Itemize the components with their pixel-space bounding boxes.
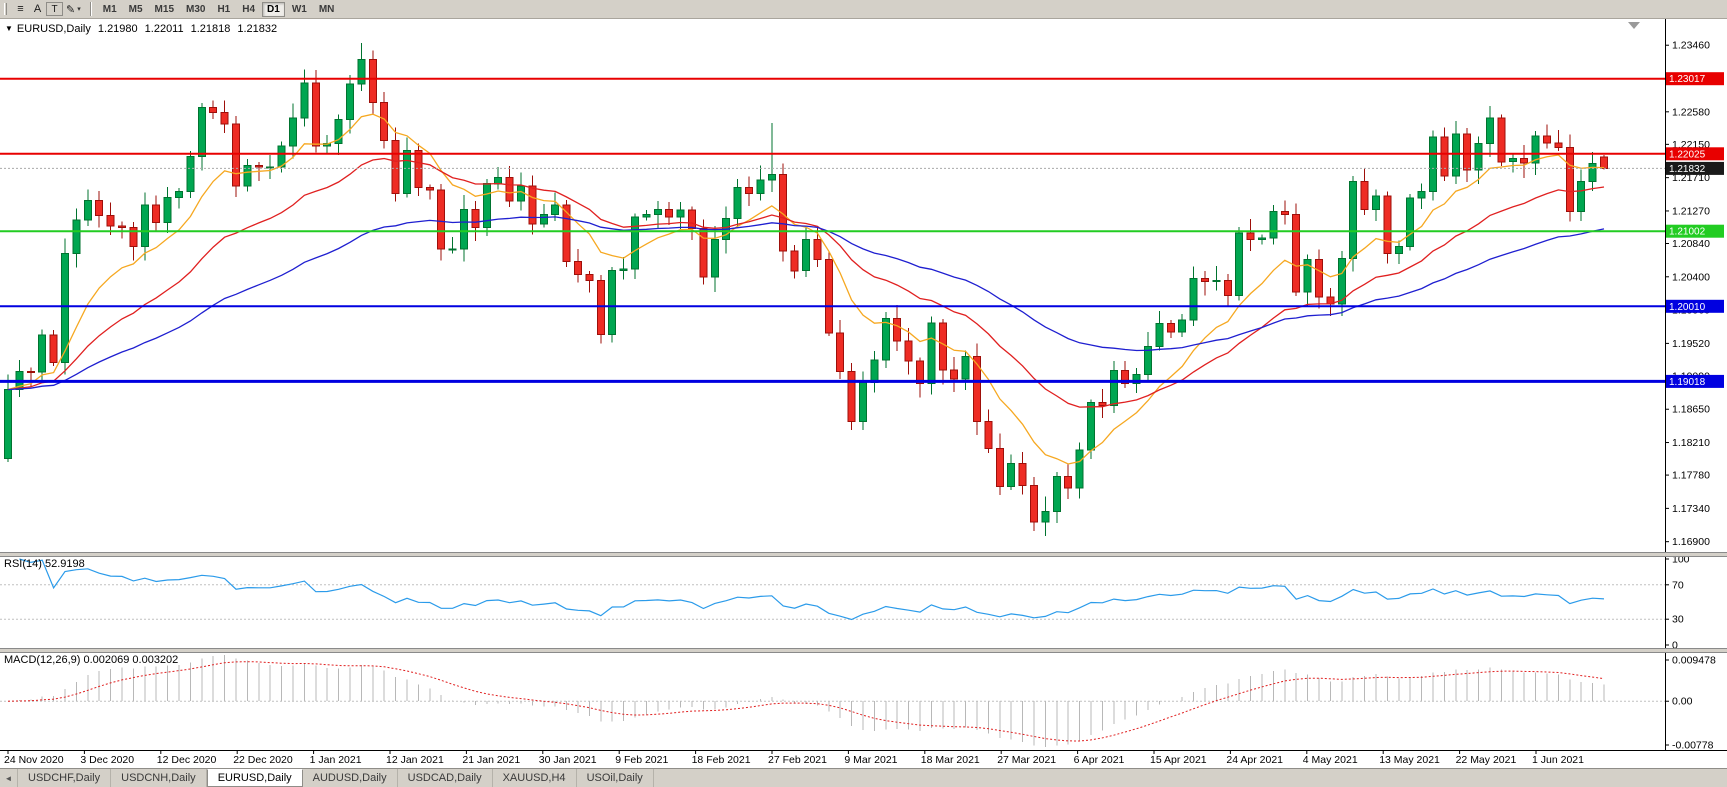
text-a-tool-button[interactable]: A (33, 3, 42, 15)
timeframe-button-m15[interactable]: M15 (154, 3, 174, 15)
chart-tab-usdcad[interactable]: USDCAD,Daily (398, 769, 493, 787)
price-badge-1.21002: 1.21002 (1666, 224, 1724, 238)
svg-text:24 Apr 2021: 24 Apr 2021 (1226, 754, 1283, 766)
toolbar-grip[interactable] (4, 3, 7, 15)
svg-text:1.20010: 1.20010 (1669, 302, 1706, 313)
timeframe-button-m1[interactable]: M1 (102, 3, 117, 15)
svg-text:18 Feb 2021: 18 Feb 2021 (692, 754, 751, 766)
timeframe-button-w1[interactable]: W1 (291, 3, 307, 15)
svg-text:1.17340: 1.17340 (1672, 503, 1710, 515)
svg-text:1.18650: 1.18650 (1672, 404, 1710, 416)
svg-text:1.23460: 1.23460 (1672, 40, 1710, 52)
svg-text:1 Jan 2021: 1 Jan 2021 (310, 754, 362, 766)
svg-text:9 Feb 2021: 9 Feb 2021 (615, 754, 668, 766)
svg-text:1.16900: 1.16900 (1672, 536, 1710, 548)
svg-text:1.20400: 1.20400 (1672, 271, 1710, 283)
svg-text:1.21832: 1.21832 (1669, 164, 1706, 175)
timeframe-button-d1[interactable]: D1 (262, 1, 285, 17)
svg-text:12 Jan 2021: 12 Jan 2021 (386, 754, 444, 766)
timeframes-toolbar: ≡ A T ✎ ▾ M1 M5 M15 M30 H1 H4 D1 W1 MN (0, 0, 1727, 19)
svg-text:1.22580: 1.22580 (1672, 106, 1710, 118)
svg-text:1.22025: 1.22025 (1669, 149, 1706, 160)
svg-text:-0.00778: -0.00778 (1672, 740, 1714, 752)
svg-text:1.20840: 1.20840 (1672, 238, 1710, 250)
svg-text:70: 70 (1672, 579, 1684, 591)
svg-text:18 Mar 2021: 18 Mar 2021 (921, 754, 980, 766)
candlesticks (4, 42, 1608, 536)
chart-window[interactable]: 1.234601.230201.225801.221501.217101.212… (0, 19, 1727, 768)
chart-tab-audusd[interactable]: AUDUSD,Daily (303, 769, 398, 787)
svg-text:9 Mar 2021: 9 Mar 2021 (844, 754, 897, 766)
chart-tab-usoil[interactable]: USOil,Daily (577, 769, 654, 787)
svg-text:15 Apr 2021: 15 Apr 2021 (1150, 754, 1207, 766)
price-badge-1.22025: 1.22025 (1666, 147, 1724, 161)
svg-text:1.17780: 1.17780 (1672, 470, 1710, 482)
price-badge-1.19018: 1.19018 (1666, 374, 1724, 388)
price-badge-1.23017: 1.23017 (1666, 72, 1724, 86)
moving-average-52-line (7, 216, 1605, 391)
svg-text:1.19018: 1.19018 (1669, 377, 1706, 388)
timeframe-buttons: M1 M5 M15 M30 H1 H4 D1 W1 MN (98, 1, 340, 17)
svg-text:0.009478: 0.009478 (1672, 655, 1716, 667)
svg-text:22 May 2021: 22 May 2021 (1456, 754, 1517, 766)
macd-signal-line (7, 661, 1605, 742)
chart-tab-usdchf[interactable]: USDCHF,Daily (18, 769, 112, 787)
svg-text:0: 0 (1672, 640, 1678, 652)
svg-text:30 Jan 2021: 30 Jan 2021 (539, 754, 597, 766)
price-badge-1.20010: 1.20010 (1666, 299, 1724, 313)
svg-text:1.21270: 1.21270 (1672, 206, 1710, 218)
svg-text:4 May 2021: 4 May 2021 (1303, 754, 1358, 766)
chevron-down-icon: ▾ (77, 6, 81, 13)
timeframe-button-m30[interactable]: M30 (186, 3, 206, 15)
rsi-line (19, 558, 1605, 621)
chart-tab-eurusd[interactable]: EURUSD,Daily (206, 769, 303, 787)
chart-menu-icon[interactable]: ≡ (17, 3, 24, 15)
timeframe-button-h1[interactable]: H1 (217, 3, 231, 15)
tab-scroll-left-button[interactable]: ◄ (0, 769, 18, 787)
moving-average-10-line (7, 113, 1605, 465)
svg-text:27 Feb 2021: 27 Feb 2021 (768, 754, 827, 766)
svg-text:13 May 2021: 13 May 2021 (1379, 754, 1440, 766)
text-t-tool-button[interactable]: T (46, 2, 63, 16)
svg-text:30: 30 (1672, 614, 1684, 626)
current-price-badge: 1.21832 (1666, 161, 1724, 175)
timeframe-button-mn[interactable]: MN (318, 3, 335, 15)
timeframe-button-h4[interactable]: H4 (242, 3, 256, 15)
panel-splitter[interactable] (0, 552, 1727, 557)
svg-text:0.00: 0.00 (1672, 696, 1693, 708)
timeframe-button-m5[interactable]: M5 (128, 3, 143, 15)
svg-text:21 Jan 2021: 21 Jan 2021 (462, 754, 520, 766)
toolbar-separator (89, 2, 92, 16)
panel-splitter[interactable] (0, 648, 1727, 653)
svg-text:12 Dec 2020: 12 Dec 2020 (157, 754, 217, 766)
moving-average-24-line (7, 157, 1605, 408)
pencil-icon: ✎ (66, 3, 76, 16)
svg-text:6 Apr 2021: 6 Apr 2021 (1074, 754, 1125, 766)
svg-text:1.23017: 1.23017 (1669, 74, 1706, 85)
draw-tool-button[interactable]: ✎ ▾ (63, 2, 84, 17)
chart-tabs-bar: ◄ USDCHF,Daily USDCNH,Daily EURUSD,Daily AU… (0, 768, 1727, 787)
chart-shift-marker[interactable] (1628, 22, 1640, 29)
chart-tab-usdcnh[interactable]: USDCNH,Daily (111, 769, 207, 787)
svg-text:27 Mar 2021: 27 Mar 2021 (997, 754, 1056, 766)
svg-text:1.18210: 1.18210 (1672, 437, 1710, 449)
chart-canvas[interactable]: 1.234601.230201.225801.221501.217101.212… (0, 19, 1727, 768)
svg-text:1.21002: 1.21002 (1669, 227, 1706, 238)
svg-text:3 Dec 2020: 3 Dec 2020 (80, 754, 134, 766)
svg-text:1.19520: 1.19520 (1672, 338, 1710, 350)
macd-histogram (18, 655, 1605, 747)
svg-text:1 Jun 2021: 1 Jun 2021 (1532, 754, 1584, 766)
date-axis[interactable] (0, 750, 1727, 768)
svg-text:1.21710: 1.21710 (1672, 172, 1710, 184)
chart-tab-xauusd[interactable]: XAUUSD,H4 (493, 769, 577, 787)
svg-text:24 Nov 2020: 24 Nov 2020 (4, 754, 64, 766)
svg-text:22 Dec 2020: 22 Dec 2020 (233, 754, 293, 766)
